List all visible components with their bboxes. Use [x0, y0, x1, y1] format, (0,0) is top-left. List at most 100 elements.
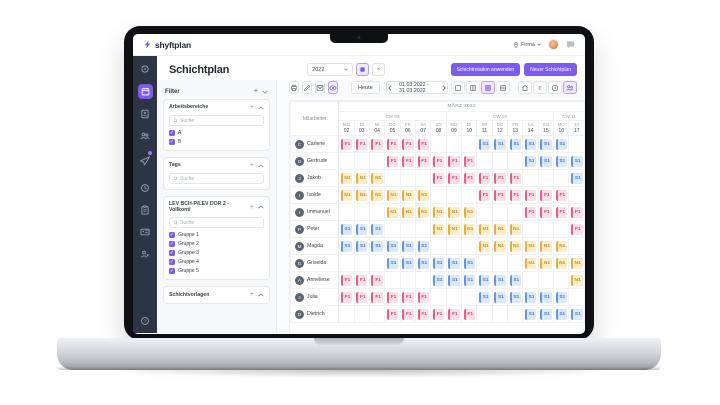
shift-chip[interactable]: F1	[448, 308, 460, 320]
shift-chip[interactable]: F1	[386, 138, 399, 150]
shift-cell[interactable]: S1	[476, 135, 493, 153]
view-list-button[interactable]	[496, 81, 511, 94]
shift-cell[interactable]: F1	[384, 305, 401, 323]
shift-chip[interactable]: F1	[570, 206, 583, 218]
shift-cell[interactable]: F1	[430, 305, 447, 323]
visibility-button[interactable]	[328, 81, 338, 94]
shift-chip[interactable]: F1	[509, 172, 521, 184]
shift-cell[interactable]	[399, 169, 417, 187]
shift-cell[interactable]	[507, 254, 524, 272]
shift-cell[interactable]	[568, 186, 585, 204]
shift-cell[interactable]: N1	[568, 271, 585, 289]
shift-chip[interactable]: F1	[417, 138, 429, 150]
shift-cell[interactable]: F1	[384, 288, 401, 306]
shift-cell[interactable]: S1	[553, 288, 570, 306]
shift-chip[interactable]: F1	[448, 155, 460, 167]
shift-cell[interactable]: F1	[338, 288, 355, 306]
search-input[interactable]	[180, 175, 260, 182]
filter-search[interactable]	[169, 173, 264, 184]
shift-cell[interactable]: N1	[353, 186, 370, 204]
shift-cell[interactable]: F1	[399, 305, 417, 323]
employee-cell[interactable]: J Julia	[290, 288, 340, 306]
shift-cell[interactable]: S1	[537, 152, 555, 170]
print-button[interactable]	[289, 81, 299, 94]
shift-cell[interactable]: F1	[384, 135, 401, 153]
shift-cell[interactable]: S1	[537, 305, 555, 323]
shift-chip[interactable]: F1	[371, 274, 383, 286]
shift-cell[interactable]	[384, 220, 401, 238]
shift-chip[interactable]: F1	[463, 172, 475, 184]
shift-cell[interactable]: F1	[353, 271, 370, 289]
shift-cell[interactable]: N1	[415, 186, 432, 204]
shift-chip[interactable]: F1	[555, 206, 567, 218]
shift-cell[interactable]: S1	[491, 135, 509, 153]
shift-cell[interactable]: N1	[491, 237, 509, 255]
shift-cell[interactable]: S1	[507, 288, 524, 306]
search-input[interactable]	[180, 117, 260, 124]
shift-cell[interactable]: S1	[553, 135, 570, 153]
shift-chip[interactable]: S1	[448, 274, 460, 286]
shift-chip[interactable]: N1	[555, 257, 567, 269]
shift-chip[interactable]: S1	[555, 138, 567, 150]
shift-chip[interactable]: S1	[509, 291, 521, 303]
shift-chip[interactable]: F1	[340, 274, 353, 286]
shift-cell[interactable]	[461, 288, 478, 306]
shift-cell[interactable]: N1	[476, 220, 493, 238]
shift-cell[interactable]: S1	[399, 254, 417, 272]
shift-chip[interactable]: S1	[371, 240, 383, 252]
shift-chip[interactable]: N1	[386, 189, 399, 201]
date-range-text[interactable]: 01.03.2022 - 31.03.2022	[399, 81, 429, 94]
shift-cell[interactable]	[399, 220, 417, 238]
shift-cell[interactable]: S1	[507, 271, 524, 289]
shift-cell[interactable]	[507, 152, 524, 170]
shift-chip[interactable]: F1	[570, 223, 583, 235]
shift-cell[interactable]: N1	[445, 203, 463, 221]
shift-cell[interactable]: F1	[399, 152, 417, 170]
shift-chip[interactable]: S1	[540, 138, 552, 150]
shift-cell[interactable]	[430, 288, 447, 306]
shift-cell[interactable]: S1	[430, 254, 447, 272]
shift-cell[interactable]	[338, 305, 355, 323]
shift-cell[interactable]: F1	[368, 271, 386, 289]
shift-cell[interactable]: F1	[553, 186, 570, 204]
year-select[interactable]: 2022	[307, 63, 354, 76]
shift-cell[interactable]	[522, 220, 539, 238]
shift-cell[interactable]: S1	[491, 288, 509, 306]
shift-chip[interactable]: S1	[555, 155, 567, 167]
shift-chip[interactable]: N1	[570, 257, 583, 269]
shift-cell[interactable]: F1	[476, 186, 493, 204]
shift-cell[interactable]: N1	[461, 203, 478, 221]
shift-cell[interactable]	[384, 169, 401, 187]
shift-chip[interactable]: F1	[463, 155, 475, 167]
shift-cell[interactable]: F1	[338, 135, 355, 153]
shift-chip[interactable]: F1	[448, 172, 460, 184]
shift-cell[interactable]: N1	[399, 186, 417, 204]
shift-chip[interactable]: S1	[402, 257, 414, 269]
shift-chip[interactable]: N1	[509, 240, 521, 252]
shift-cell[interactable]: S1	[415, 237, 432, 255]
chevron-up-icon[interactable]	[258, 105, 264, 110]
shift-cell[interactable]: F1	[430, 152, 447, 170]
shift-cell[interactable]	[491, 254, 509, 272]
employee-cell[interactable]: I Immanuel	[290, 203, 340, 221]
shift-chip[interactable]: S1	[540, 308, 552, 320]
shift-cell[interactable]: N1	[353, 169, 370, 187]
shift-chip[interactable]: S1	[509, 138, 521, 150]
shift-cell[interactable]: S1	[399, 237, 417, 255]
view-month-button[interactable]	[481, 81, 496, 94]
user-avatar[interactable]	[548, 39, 559, 50]
filter-option[interactable]: ✓ A	[169, 130, 264, 136]
shift-chip[interactable]: S1	[448, 257, 460, 269]
calendar-toggle-button[interactable]	[356, 63, 370, 76]
shift-cell[interactable]	[461, 237, 478, 255]
shift-cell[interactable]: S1	[537, 135, 555, 153]
shift-cell[interactable]: S1	[507, 135, 524, 153]
shift-chip[interactable]: S1	[494, 138, 506, 150]
shift-chip[interactable]: N1	[432, 206, 445, 218]
shift-cell[interactable]: N1	[368, 169, 386, 187]
shift-chip[interactable]: F1	[463, 308, 475, 320]
employee-cell[interactable]: P Peter	[290, 220, 340, 238]
shift-cell[interactable]: N1	[430, 203, 447, 221]
filter-option[interactable]: ✓ Gruppe 2	[169, 241, 264, 248]
shift-cell[interactable]: S1	[445, 271, 463, 289]
